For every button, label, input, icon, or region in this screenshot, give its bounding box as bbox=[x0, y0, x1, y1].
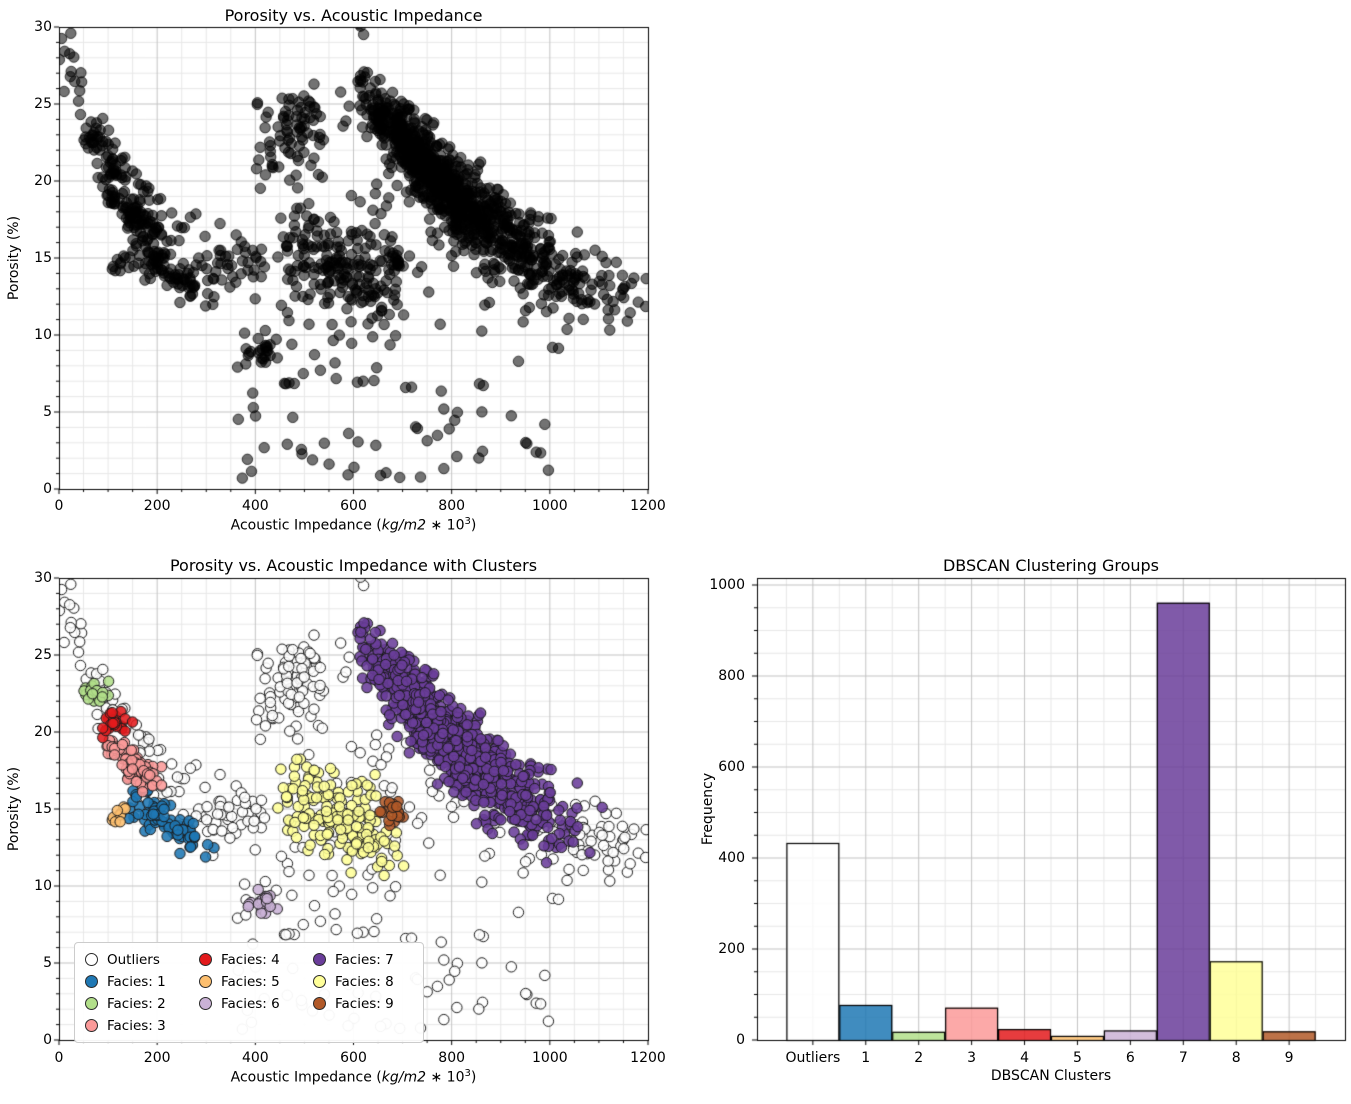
x-tick-label: 200 bbox=[143, 1050, 171, 1066]
legend-marker-icon bbox=[85, 997, 98, 1010]
legend-entry: Facies: 6 bbox=[199, 995, 299, 1012]
y-tick-label: 1000 bbox=[709, 577, 745, 593]
legend-marker-icon bbox=[199, 975, 212, 988]
y-tick-label: 5 bbox=[43, 404, 52, 420]
y-tick-label: 600 bbox=[718, 759, 745, 775]
legend-entry: Facies: 3 bbox=[85, 1017, 185, 1034]
x-tick-label: 1 bbox=[861, 1050, 871, 1066]
chart2-xlabel-text: Acoustic Impedance ( bbox=[230, 1069, 382, 1086]
chart1-xlabel-text: Acoustic Impedance ( bbox=[230, 517, 382, 534]
y-tick-label: 20 bbox=[34, 724, 52, 740]
legend-column: Facies: 4 Facies: 5 Facies: 6 bbox=[199, 951, 299, 1034]
x-tick-label: 1000 bbox=[532, 498, 568, 514]
legend-label: Facies: 8 bbox=[335, 973, 394, 990]
legend-marker-icon bbox=[85, 1019, 98, 1032]
legend-entry: Facies: 7 bbox=[313, 951, 413, 968]
chart1-title: Porosity vs. Acoustic Impedance bbox=[224, 6, 483, 25]
chart2-xlabel: Acoustic Impedance (kg/m2 ∗ 103) bbox=[230, 1068, 477, 1086]
y-tick-label: 15 bbox=[34, 801, 52, 817]
x-tick-label: 0 bbox=[54, 1050, 64, 1066]
x-tick-label: 5 bbox=[1072, 1050, 1082, 1066]
y-tick-label: 25 bbox=[34, 647, 52, 663]
y-tick-label: 15 bbox=[34, 250, 52, 266]
legend-label: Outliers bbox=[107, 951, 160, 968]
legend-label: Facies: 3 bbox=[107, 1017, 166, 1034]
x-tick-label: 6 bbox=[1125, 1050, 1135, 1066]
y-tick-label: 0 bbox=[736, 1032, 745, 1048]
legend-entry: Facies: 8 bbox=[313, 973, 413, 990]
x-tick-label: 7 bbox=[1178, 1050, 1188, 1066]
legend-label: Facies: 4 bbox=[221, 951, 280, 968]
x-tick-label: 0 bbox=[54, 498, 64, 514]
legend-marker-icon bbox=[199, 997, 212, 1010]
legend-label: Facies: 9 bbox=[335, 995, 394, 1012]
x-tick-label: 800 bbox=[438, 1050, 466, 1066]
x-tick-label: 200 bbox=[143, 498, 171, 514]
y-tick-label: 30 bbox=[34, 19, 52, 35]
legend-marker-icon bbox=[313, 997, 326, 1010]
x-tick-label: 1000 bbox=[532, 1050, 568, 1066]
legend-marker-icon bbox=[199, 953, 212, 966]
x-tick-label: 1200 bbox=[630, 1050, 666, 1066]
legend-marker-icon bbox=[313, 975, 326, 988]
y-tick-label: 25 bbox=[34, 96, 52, 112]
legend-marker-icon bbox=[85, 975, 98, 988]
y-tick-label: 0 bbox=[43, 1032, 52, 1048]
x-tick-label: 800 bbox=[438, 498, 466, 514]
legend-label: Facies: 2 bbox=[107, 995, 166, 1012]
legend-column: Facies: 7 Facies: 8 Facies: 9 bbox=[313, 951, 413, 1034]
legend-label: Facies: 7 bbox=[335, 951, 394, 968]
legend-entry: Facies: 9 bbox=[313, 995, 413, 1012]
legend-entry: Facies: 1 bbox=[85, 973, 185, 990]
x-tick-label: 400 bbox=[241, 1050, 269, 1066]
chart3-ylabel: Frequency bbox=[700, 772, 716, 846]
x-tick-label: 600 bbox=[340, 498, 367, 514]
chart3-title: DBSCAN Clustering Groups bbox=[942, 556, 1159, 575]
chart1-xlabel: Acoustic Impedance (kg/m2 ∗ 103) bbox=[230, 516, 477, 534]
chart2-title: Porosity vs. Acoustic Impedance with Clu… bbox=[169, 556, 538, 575]
legend-label: Facies: 5 bbox=[221, 973, 280, 990]
y-tick-label: 30 bbox=[34, 570, 52, 586]
x-tick-label: 1200 bbox=[630, 498, 666, 514]
y-tick-label: 5 bbox=[43, 955, 52, 971]
legend-marker-icon bbox=[313, 953, 326, 966]
y-tick-label: 800 bbox=[718, 668, 745, 684]
y-tick-label: 10 bbox=[34, 878, 52, 894]
legend-entry: Facies: 5 bbox=[199, 973, 299, 990]
x-tick-label: 4 bbox=[1020, 1050, 1029, 1066]
legend-entry: Facies: 4 bbox=[199, 951, 299, 968]
x-tick-label: 3 bbox=[967, 1050, 977, 1066]
x-tick-label: Outliers bbox=[785, 1050, 841, 1066]
y-tick-label: 10 bbox=[34, 327, 52, 343]
chart3-xlabel: DBSCAN Clusters bbox=[990, 1068, 1112, 1084]
legend-column: Outliers Facies: 1 Facies: 2 Facies: 3 bbox=[85, 951, 185, 1034]
y-tick-label: 400 bbox=[718, 850, 745, 866]
legend: Outliers Facies: 1 Facies: 2 Facies: 3 Facie… bbox=[74, 942, 424, 1043]
x-tick-label: 400 bbox=[241, 498, 269, 514]
y-tick-label: 0 bbox=[43, 481, 52, 497]
y-tick-label: 20 bbox=[34, 173, 52, 189]
x-tick-label: 2 bbox=[914, 1050, 924, 1066]
legend-label: Facies: 6 bbox=[221, 995, 280, 1012]
y-tick-label: 200 bbox=[718, 941, 745, 957]
legend-entry: Facies: 2 bbox=[85, 995, 185, 1012]
x-tick-label: 600 bbox=[340, 1050, 367, 1066]
x-tick-label: 8 bbox=[1231, 1050, 1241, 1066]
legend-entry: Outliers bbox=[85, 951, 185, 968]
legend-label: Facies: 1 bbox=[107, 973, 166, 990]
legend-marker-icon bbox=[85, 953, 98, 966]
x-tick-label: 9 bbox=[1284, 1050, 1294, 1066]
